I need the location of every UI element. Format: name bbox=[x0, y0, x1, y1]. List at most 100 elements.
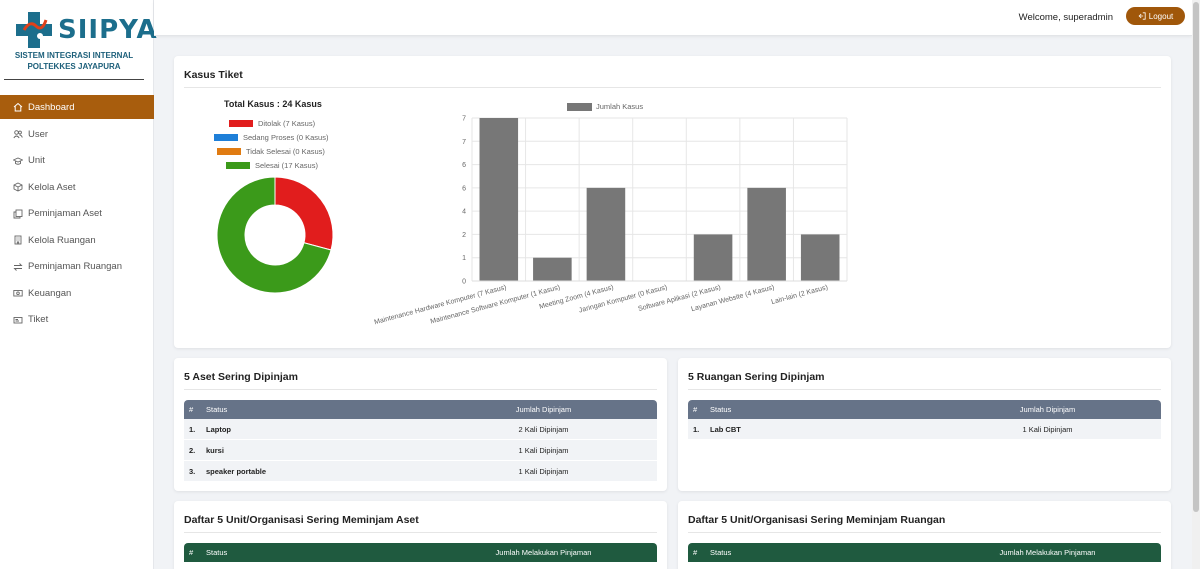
sidebar-item-label: User bbox=[28, 128, 49, 140]
app-subtitle: SISTEM INTEGRASI INTERNAL POLTEKKES JAYA… bbox=[0, 50, 148, 72]
row-number: 1. bbox=[693, 424, 700, 434]
column-header-num: # bbox=[693, 405, 698, 414]
column-header-num: # bbox=[693, 548, 698, 557]
legend-label: Selesai (17 Kasus) bbox=[255, 161, 318, 170]
x-tick-label: Lain-lain (2 Kasus) bbox=[771, 284, 829, 306]
logo-cross-icon bbox=[16, 12, 52, 48]
row-count: 2 Kali Dipinjam bbox=[518, 424, 569, 434]
top-ruangan-card: 5 Ruangan Sering Dipinjam # Status Jumla… bbox=[678, 358, 1171, 491]
legend-swatch bbox=[214, 134, 238, 141]
sidebar-item-kelola-aset[interactable]: Kelola Aset bbox=[0, 174, 154, 201]
sidebar-item-unit[interactable]: Unit bbox=[0, 148, 154, 175]
donut-chart bbox=[216, 176, 334, 294]
sidebar-item-tiket[interactable]: Tiket bbox=[0, 307, 154, 334]
donut-slice-0[interactable] bbox=[274, 176, 334, 251]
building-icon bbox=[13, 235, 23, 245]
column-header-status: Status bbox=[206, 405, 228, 414]
scrollbar-thumb[interactable] bbox=[1193, 2, 1199, 512]
copy-icon bbox=[13, 209, 23, 219]
y-tick-label: 2 bbox=[462, 232, 466, 239]
legend-swatch bbox=[229, 120, 253, 127]
graduation-icon bbox=[13, 156, 23, 166]
column-header-num: # bbox=[189, 405, 194, 414]
table-row: 2. kursi 1 Kali Dipinjam bbox=[184, 440, 657, 461]
column-header-status: Status bbox=[206, 548, 228, 557]
x-tick-label: Jaringan Komputer (0 Kasus) bbox=[578, 284, 668, 314]
sidebar-divider bbox=[4, 79, 144, 80]
bar-0[interactable] bbox=[479, 118, 519, 281]
legend-selesai[interactable]: Selesai (17 Kasus) bbox=[226, 161, 318, 170]
sidebar-item-label: Keuangan bbox=[28, 287, 72, 299]
row-count: 1 Kali Dipinjam bbox=[1022, 424, 1073, 434]
legend-swatch bbox=[226, 162, 250, 169]
column-header-count: Jumlah Melakukan Pinjaman bbox=[495, 548, 592, 557]
legend-label: Sedang Proses (0 Kasus) bbox=[243, 133, 329, 142]
card-divider bbox=[688, 389, 1161, 390]
column-header-count: Jumlah Melakukan Pinjaman bbox=[999, 548, 1096, 557]
sidebar-item-keuangan[interactable]: Keuangan bbox=[0, 280, 154, 307]
legend-label: Jumlah Kasus bbox=[596, 102, 644, 111]
page-scrollbar[interactable] bbox=[1192, 0, 1200, 569]
legend-label: Ditolak (7 Kasus) bbox=[258, 119, 316, 128]
bar-2[interactable] bbox=[586, 187, 626, 281]
bar-legend[interactable]: Jumlah Kasus bbox=[567, 102, 643, 111]
table-row: 1. Laptop 2 Kali Dipinjam bbox=[184, 419, 657, 440]
legend-sedang-proses[interactable]: Sedang Proses (0 Kasus) bbox=[214, 133, 328, 142]
app-subtitle-line2: POLTEKKES JAYAPURA bbox=[27, 62, 121, 71]
donut-slice-3[interactable] bbox=[216, 176, 332, 294]
sidebar-item-peminjaman-aset[interactable]: Peminjaman Aset bbox=[0, 201, 154, 228]
bar-5[interactable] bbox=[747, 187, 786, 281]
sidebar-item-label: Kelola Ruangan bbox=[28, 234, 96, 246]
y-tick-label: 7 bbox=[462, 116, 466, 123]
sidebar-item-label: Kelola Aset bbox=[28, 181, 76, 193]
sidebar-item-label: Peminjaman Aset bbox=[28, 208, 102, 220]
app-logo[interactable]: SIIPYA bbox=[14, 10, 157, 48]
card-divider bbox=[184, 87, 1161, 88]
legend-swatch bbox=[217, 148, 241, 155]
top-aset-table: # Status Jumlah Dipinjam 1. Laptop 2 Kal… bbox=[184, 400, 657, 482]
unit-aset-table: # Status Jumlah Melakukan Pinjaman bbox=[184, 543, 657, 562]
row-name: Lab CBT bbox=[710, 424, 741, 434]
column-header-count: Jumlah Dipinjam bbox=[1019, 405, 1076, 414]
kasus-tiket-card: Kasus Tiket Total Kasus : 24 Kasus Ditol… bbox=[174, 56, 1171, 348]
top-ruangan-table: # Status Jumlah Dipinjam 1. Lab CBT 1 Ka… bbox=[688, 400, 1161, 440]
bar-4[interactable] bbox=[693, 234, 733, 281]
card-divider bbox=[184, 532, 657, 533]
row-name: speaker portable bbox=[206, 466, 267, 476]
welcome-text: Welcome, superadmin bbox=[1018, 12, 1113, 23]
card-divider bbox=[688, 532, 1161, 533]
unit-ruangan-table: # Status Jumlah Melakukan Pinjaman bbox=[688, 543, 1161, 562]
bar-6[interactable] bbox=[800, 234, 840, 281]
card-title: 5 Ruangan Sering Dipinjam bbox=[688, 371, 825, 383]
app-subtitle-line1: SISTEM INTEGRASI INTERNAL bbox=[14, 51, 134, 60]
legend-tidak-selesai[interactable]: Tidak Selesai (0 Kasus) bbox=[217, 147, 325, 156]
table-header: # Status Jumlah Dipinjam bbox=[688, 400, 1161, 419]
home-icon bbox=[13, 102, 23, 112]
row-number: 3. bbox=[189, 466, 196, 476]
card-title: Daftar 5 Unit/Organisasi Sering Meminjam… bbox=[184, 514, 419, 526]
card-title: Daftar 5 Unit/Organisasi Sering Meminjam… bbox=[688, 514, 946, 526]
ticket-icon bbox=[13, 315, 23, 325]
sidebar-item-peminjaman-ruangan[interactable]: Peminjaman Ruangan bbox=[0, 254, 154, 281]
money-icon bbox=[13, 288, 23, 298]
legend-swatch bbox=[567, 102, 592, 111]
sidebar-item-kelola-ruangan[interactable]: Kelola Ruangan bbox=[0, 227, 154, 254]
row-count: 1 Kali Dipinjam bbox=[518, 445, 569, 455]
sidebar-item-label: Unit bbox=[28, 155, 45, 167]
logout-button[interactable]: Logout bbox=[1126, 7, 1185, 25]
sidebar-item-dashboard[interactable]: Dashboard bbox=[0, 95, 154, 119]
sidebar-item-label: Tiket bbox=[28, 314, 49, 326]
row-name: Laptop bbox=[206, 424, 231, 434]
row-count: 1 Kali Dipinjam bbox=[518, 466, 569, 476]
row-name: kursi bbox=[206, 445, 224, 455]
column-header-num: # bbox=[189, 548, 194, 557]
bar-1[interactable] bbox=[533, 257, 572, 281]
box-icon bbox=[13, 182, 23, 192]
legend-ditolak[interactable]: Ditolak (7 Kasus) bbox=[229, 119, 315, 128]
table-row: 3. speaker portable 1 Kali Dipinjam bbox=[184, 461, 657, 482]
sidebar-item-user[interactable]: User bbox=[0, 121, 154, 148]
logo-text: SIIPYA bbox=[58, 15, 158, 45]
sidebar: SIIPYA SISTEM INTEGRASI INTERNAL POLTEKK… bbox=[0, 0, 157, 569]
